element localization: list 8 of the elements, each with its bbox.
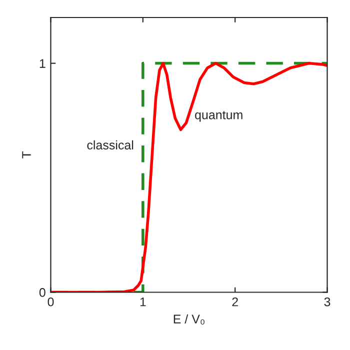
x-tick-label: 2 — [232, 297, 238, 306]
x-axis-title: E / V₀ — [174, 314, 204, 325]
x-tick-label: 3 — [324, 297, 330, 306]
series-label: classical — [87, 140, 134, 150]
series-label: quantum — [195, 111, 242, 122]
y-axis-title: T — [22, 151, 31, 158]
x-tick-label: 0 — [48, 297, 54, 306]
x-tick-label: 1 — [140, 298, 146, 306]
